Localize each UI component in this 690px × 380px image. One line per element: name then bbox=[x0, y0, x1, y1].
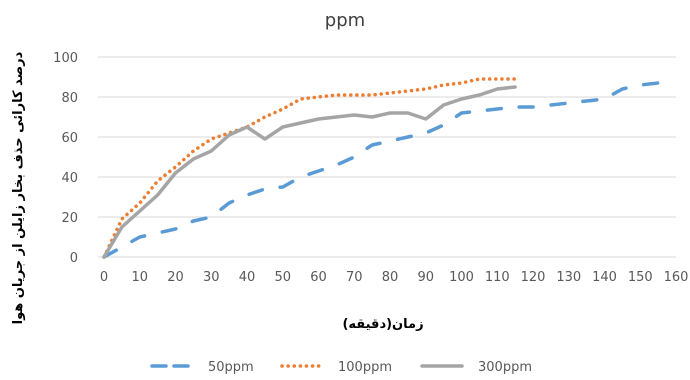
data-point bbox=[640, 84, 641, 85]
x-tick-label: 100 bbox=[449, 270, 474, 285]
y-tick-label: 100 bbox=[53, 51, 78, 66]
y-tick-label: 40 bbox=[61, 171, 78, 186]
data-point bbox=[354, 156, 355, 157]
x-tick-label: 20 bbox=[167, 270, 184, 285]
y-tick-label: 0 bbox=[70, 251, 78, 266]
y-tick-label: 80 bbox=[61, 91, 78, 106]
y-axis-title: درصد کارائی حذف بخار زایلن از جریان هوا bbox=[11, 51, 26, 324]
data-point bbox=[264, 188, 265, 189]
legend-item: 100ppm bbox=[280, 360, 392, 375]
data-point bbox=[282, 108, 283, 109]
x-tick-label: 30 bbox=[203, 270, 220, 285]
data-point bbox=[425, 132, 426, 133]
x-tick-label: 40 bbox=[239, 270, 256, 285]
x-tick-label: 90 bbox=[417, 270, 434, 285]
x-tick-label: 10 bbox=[131, 270, 148, 285]
x-tick-label: 150 bbox=[628, 270, 653, 285]
data-point bbox=[515, 106, 516, 107]
data-point bbox=[479, 110, 480, 111]
series-line bbox=[102, 77, 517, 259]
legend-item: 300ppm bbox=[420, 360, 532, 375]
x-tick-label: 120 bbox=[521, 270, 546, 285]
legend-label: 100ppm bbox=[338, 360, 392, 375]
x-axis-title: زمان(دقیقه) bbox=[342, 317, 423, 332]
legend-label: 300ppm bbox=[478, 360, 532, 375]
x-tick-label: 70 bbox=[346, 270, 363, 285]
series-line bbox=[102, 85, 517, 259]
chart-title: ppm bbox=[325, 10, 365, 31]
data-point bbox=[568, 102, 569, 103]
data-point bbox=[336, 164, 337, 165]
data-point bbox=[407, 90, 408, 91]
series-group bbox=[102, 77, 660, 259]
x-tick-label: 130 bbox=[556, 270, 581, 285]
legend: 50ppm 100ppm 300ppm bbox=[150, 360, 532, 375]
data-point bbox=[354, 94, 355, 95]
x-tick-label: 60 bbox=[310, 270, 327, 285]
grid bbox=[98, 56, 676, 258]
x-tick-label: 80 bbox=[382, 270, 399, 285]
legend-item: 50ppm bbox=[150, 360, 254, 375]
data-point bbox=[389, 140, 390, 141]
y-tick-label: 20 bbox=[61, 211, 78, 226]
x-tick-label: 110 bbox=[485, 270, 510, 285]
y-tick-label: 60 bbox=[61, 131, 78, 146]
x-tick-label: 160 bbox=[664, 270, 689, 285]
data-point bbox=[443, 124, 444, 125]
data-point bbox=[389, 92, 390, 93]
x-tick-label: 0 bbox=[100, 270, 108, 285]
legend-label: 50ppm bbox=[208, 360, 254, 375]
series-100ppm bbox=[102, 77, 517, 259]
data-point bbox=[372, 94, 373, 95]
data-point bbox=[604, 98, 605, 99]
x-tick-label: 140 bbox=[592, 270, 617, 285]
series-line bbox=[102, 81, 660, 259]
series-50ppm bbox=[102, 81, 660, 259]
x-tick-label: 50 bbox=[274, 270, 291, 285]
series-300ppm bbox=[102, 85, 517, 259]
data-point bbox=[157, 180, 158, 181]
axes: 0 20 40 60 80 100 0 10 20 30 40 50 60 70 80 90 100 110 120… bbox=[53, 51, 688, 285]
